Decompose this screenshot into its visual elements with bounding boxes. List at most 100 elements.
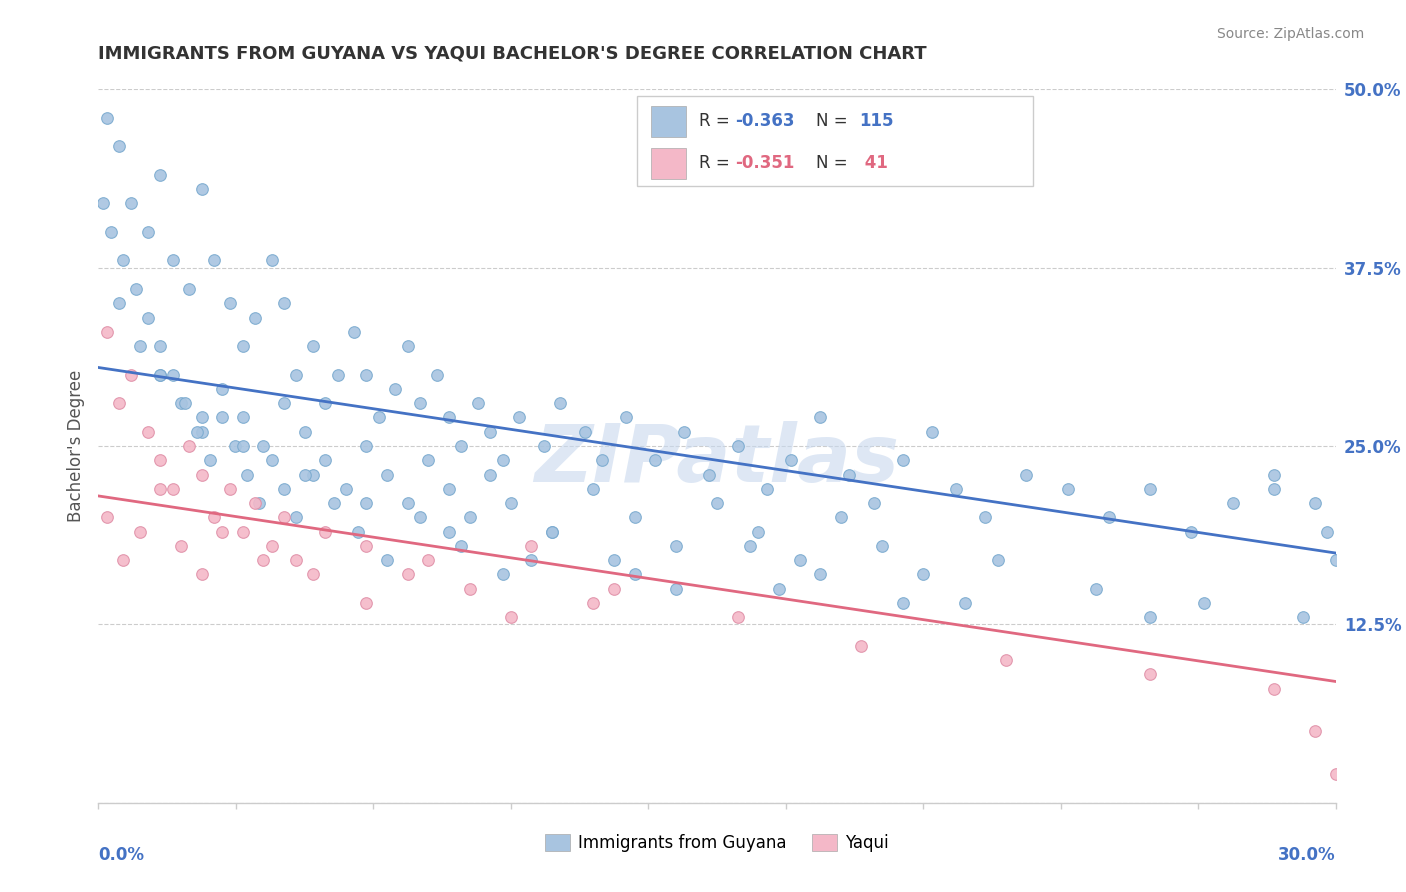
Point xyxy=(1139,667,1161,681)
Point xyxy=(302,339,325,353)
Point xyxy=(1263,467,1285,482)
Point xyxy=(508,410,530,425)
Point xyxy=(260,253,283,268)
Point xyxy=(520,539,543,553)
Point xyxy=(1303,496,1326,510)
Point xyxy=(112,253,135,268)
Point xyxy=(582,482,605,496)
Point xyxy=(190,567,212,582)
Point xyxy=(170,539,193,553)
Point xyxy=(202,510,225,524)
Point xyxy=(120,196,142,211)
Point xyxy=(190,467,212,482)
Point xyxy=(322,496,344,510)
Point xyxy=(603,553,626,567)
Point xyxy=(112,553,135,567)
Point xyxy=(232,524,254,539)
Point xyxy=(356,368,378,382)
Text: N =: N = xyxy=(815,112,853,130)
Point xyxy=(851,639,873,653)
Text: 115: 115 xyxy=(859,112,894,130)
Point xyxy=(437,410,460,425)
Point xyxy=(665,539,688,553)
Point xyxy=(356,439,378,453)
Point xyxy=(1303,724,1326,739)
FancyBboxPatch shape xyxy=(637,96,1032,186)
Point xyxy=(1292,610,1315,624)
Point xyxy=(273,296,295,310)
Point xyxy=(149,482,172,496)
Point xyxy=(727,610,749,624)
Point xyxy=(162,368,184,382)
Point xyxy=(644,453,666,467)
Point xyxy=(574,425,596,439)
Point xyxy=(219,296,242,310)
Point xyxy=(437,482,460,496)
Point xyxy=(665,582,688,596)
Point xyxy=(582,596,605,610)
Point xyxy=(838,467,860,482)
Point xyxy=(706,496,728,510)
Point xyxy=(550,396,572,410)
Point xyxy=(418,453,440,467)
Point xyxy=(727,439,749,453)
Point xyxy=(243,496,266,510)
Point xyxy=(211,410,233,425)
Text: R =: R = xyxy=(699,112,734,130)
Point xyxy=(491,453,513,467)
Point xyxy=(673,425,696,439)
Point xyxy=(219,482,242,496)
Point xyxy=(136,310,159,325)
Text: 30.0%: 30.0% xyxy=(1278,846,1336,863)
Point xyxy=(273,396,295,410)
Point xyxy=(190,425,212,439)
Point xyxy=(409,396,432,410)
Point xyxy=(136,225,159,239)
Point xyxy=(738,539,761,553)
Point xyxy=(149,168,172,182)
Text: -0.363: -0.363 xyxy=(735,112,796,130)
Point xyxy=(302,567,325,582)
Point xyxy=(302,467,325,482)
Point xyxy=(1222,496,1244,510)
Point xyxy=(343,325,366,339)
Point xyxy=(108,296,131,310)
Point xyxy=(409,510,432,524)
Point xyxy=(467,396,489,410)
Point xyxy=(232,439,254,453)
Point xyxy=(96,325,118,339)
Text: N =: N = xyxy=(815,154,853,172)
Point xyxy=(285,368,308,382)
Point xyxy=(96,111,118,125)
Point xyxy=(1324,767,1347,781)
Point xyxy=(190,182,212,196)
Point xyxy=(541,524,564,539)
Point xyxy=(458,510,481,524)
Y-axis label: Bachelor's Degree: Bachelor's Degree xyxy=(66,370,84,522)
Point xyxy=(198,453,221,467)
Point xyxy=(479,467,502,482)
Point xyxy=(294,425,316,439)
Point xyxy=(1263,482,1285,496)
Point xyxy=(326,368,349,382)
Text: R =: R = xyxy=(699,154,734,172)
Point xyxy=(375,467,398,482)
Point xyxy=(789,553,811,567)
Point xyxy=(347,524,370,539)
Point xyxy=(136,425,159,439)
Point xyxy=(1085,582,1108,596)
Point xyxy=(252,553,274,567)
Point xyxy=(356,496,378,510)
Point xyxy=(623,510,645,524)
Point xyxy=(179,282,201,296)
Point xyxy=(335,482,357,496)
Point xyxy=(1192,596,1215,610)
Point xyxy=(174,396,197,410)
Point xyxy=(450,539,472,553)
Point xyxy=(994,653,1017,667)
Point xyxy=(1056,482,1078,496)
Point xyxy=(1263,681,1285,696)
Point xyxy=(603,582,626,596)
Point xyxy=(479,425,502,439)
Point xyxy=(273,482,295,496)
